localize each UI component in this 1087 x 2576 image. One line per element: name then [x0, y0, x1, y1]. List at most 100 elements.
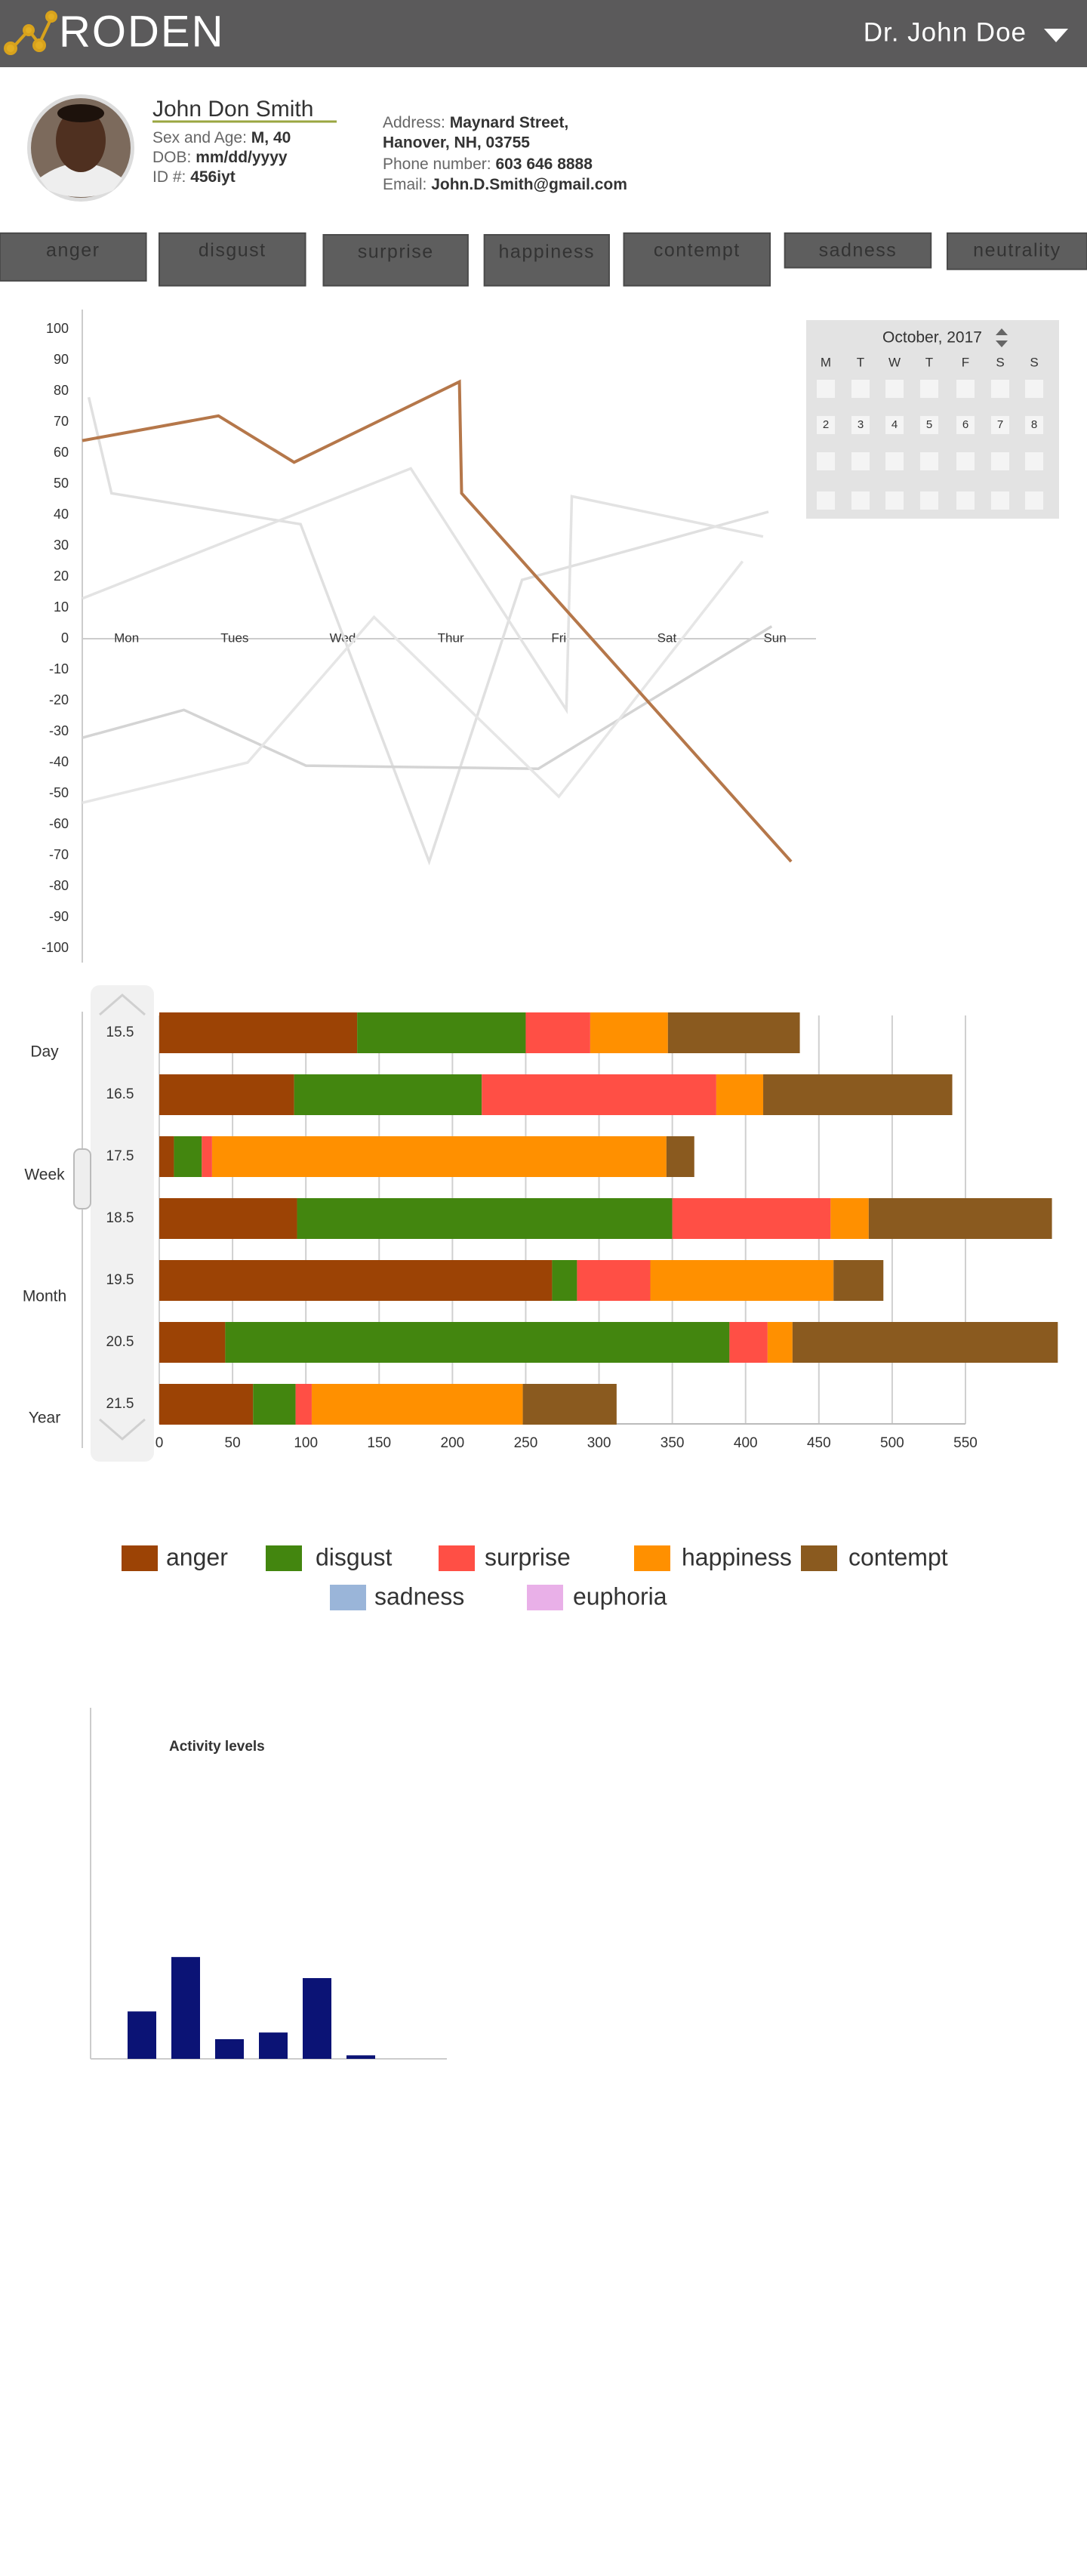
emotion-tab[interactable] — [784, 232, 932, 269]
legend-swatch[interactable] — [439, 1545, 475, 1571]
emotion-tab-label[interactable]: disgust — [199, 239, 266, 260]
line-series — [82, 560, 744, 805]
calendar-date[interactable]: 4 — [891, 418, 898, 431]
bar-segment — [294, 1074, 482, 1115]
calendar-date[interactable]: 3 — [858, 418, 864, 431]
calendar-day[interactable] — [1025, 491, 1043, 510]
bar-segment — [202, 1136, 212, 1177]
month-switcher[interactable] — [996, 328, 1008, 347]
calendar-day[interactable] — [885, 380, 904, 398]
bar — [128, 2011, 156, 2059]
range-option[interactable]: Year — [29, 1410, 60, 1427]
calendar-day[interactable] — [885, 452, 904, 470]
range-option[interactable]: Month — [23, 1288, 66, 1305]
calendar-day[interactable] — [851, 380, 870, 398]
bar-segment — [311, 1384, 523, 1425]
emotion-tab-label[interactable]: happiness — [499, 242, 595, 263]
field-value: John.D.Smith@gmail.com — [431, 176, 627, 193]
emotion-tab[interactable] — [0, 232, 147, 282]
calendar-day[interactable] — [1025, 452, 1043, 470]
phone: Phone number: 603 646 8888 — [383, 156, 593, 173]
emotion-tab-label[interactable]: surprise — [358, 242, 434, 263]
field-label: Address: — [383, 114, 445, 131]
emotion-tab[interactable] — [322, 234, 469, 287]
calendar-day[interactable] — [851, 452, 870, 470]
y-tick-label: 100 — [46, 321, 69, 336]
calendar-day[interactable] — [1025, 380, 1043, 398]
calendar-day[interactable] — [817, 491, 835, 510]
legend-swatch[interactable] — [122, 1545, 158, 1571]
calendar-day[interactable] — [817, 380, 835, 398]
legend-swatch[interactable] — [634, 1545, 670, 1571]
legend-label[interactable]: euphoria — [573, 1582, 667, 1610]
weekday-label: S — [1030, 355, 1038, 369]
range-option[interactable]: Day — [30, 1043, 59, 1061]
legend-swatch[interactable] — [801, 1545, 837, 1571]
calendar-date[interactable]: 2 — [823, 418, 829, 431]
calendar-day[interactable] — [920, 380, 938, 398]
field-value: 603 646 8888 — [495, 156, 593, 173]
calendar-day[interactable] — [956, 416, 975, 434]
header-bar — [0, 0, 1087, 67]
emotion-tab[interactable] — [483, 234, 610, 287]
emotion-tab-label[interactable]: anger — [46, 239, 100, 260]
calendar-day[interactable] — [885, 416, 904, 434]
y-tick-label: 30 — [54, 538, 69, 553]
y-tick-label: 19.5 — [106, 1272, 134, 1288]
x-tick-label: Mon — [114, 630, 139, 645]
calendar-day[interactable] — [991, 416, 1009, 434]
bar-segment — [716, 1074, 764, 1115]
legend-label[interactable]: anger — [166, 1543, 228, 1570]
brand[interactable]: RODEN — [59, 7, 224, 56]
user-name[interactable]: Dr. John Doe — [864, 17, 1027, 47]
y-tick-label: -90 — [49, 909, 69, 924]
range-option[interactable]: Week — [24, 1166, 65, 1184]
field-value: mm/dd/yyyy — [196, 149, 288, 166]
legend-label[interactable]: contempt — [848, 1543, 948, 1570]
calendar-date[interactable]: 6 — [962, 418, 968, 431]
calendar-date[interactable]: 8 — [1031, 418, 1037, 431]
calendar-day[interactable] — [956, 452, 975, 470]
calendar-day[interactable] — [817, 452, 835, 470]
bar-segment — [792, 1322, 1058, 1363]
calendar-day[interactable] — [920, 491, 938, 510]
legend-label[interactable]: disgust — [316, 1543, 393, 1570]
bar-segment — [159, 1074, 294, 1115]
legend-swatch[interactable] — [527, 1585, 563, 1610]
calendar-day[interactable] — [956, 380, 975, 398]
legend-label[interactable]: surprise — [485, 1543, 571, 1570]
y-tick-label: 16.5 — [106, 1086, 134, 1102]
emotion-tab-label[interactable]: neutrality — [973, 239, 1061, 260]
x-tick-label: Sun — [763, 630, 786, 645]
y-tick-label: -20 — [49, 692, 69, 707]
scrubber-knob[interactable] — [73, 1148, 91, 1209]
user-menu-arrow[interactable] — [1044, 29, 1068, 42]
legend-label[interactable]: happiness — [682, 1543, 792, 1570]
legend-label[interactable]: sadness — [374, 1582, 464, 1610]
emotion-tab-label[interactable]: sadness — [819, 239, 898, 260]
scroll-down[interactable] — [99, 1418, 146, 1441]
calendar-day[interactable] — [885, 491, 904, 510]
calendar-day[interactable] — [920, 452, 938, 470]
scroll-up[interactable] — [99, 994, 146, 1016]
calendar-date[interactable]: 5 — [926, 418, 932, 431]
calendar-day[interactable] — [1025, 416, 1043, 434]
legend-swatch[interactable] — [330, 1585, 366, 1610]
calendar-day[interactable] — [956, 491, 975, 510]
calendar-day[interactable] — [991, 380, 1009, 398]
y-tick-label: -60 — [49, 816, 69, 831]
emotion-tab-label[interactable]: contempt — [654, 239, 741, 260]
calendar-day[interactable] — [817, 416, 835, 434]
calendar-day[interactable] — [851, 416, 870, 434]
range-scrubber[interactable] — [91, 985, 154, 1462]
calendar-date[interactable]: 7 — [997, 418, 1003, 431]
calendar-day[interactable] — [920, 416, 938, 434]
emotion-tab[interactable] — [623, 232, 771, 287]
bar-segment — [253, 1384, 296, 1425]
legend-swatch[interactable] — [266, 1545, 302, 1571]
calendar-day[interactable] — [991, 491, 1009, 510]
bar — [171, 1957, 200, 2059]
calendar-day[interactable] — [851, 491, 870, 510]
emotion-tab[interactable] — [158, 232, 306, 287]
calendar-day[interactable] — [991, 452, 1009, 470]
